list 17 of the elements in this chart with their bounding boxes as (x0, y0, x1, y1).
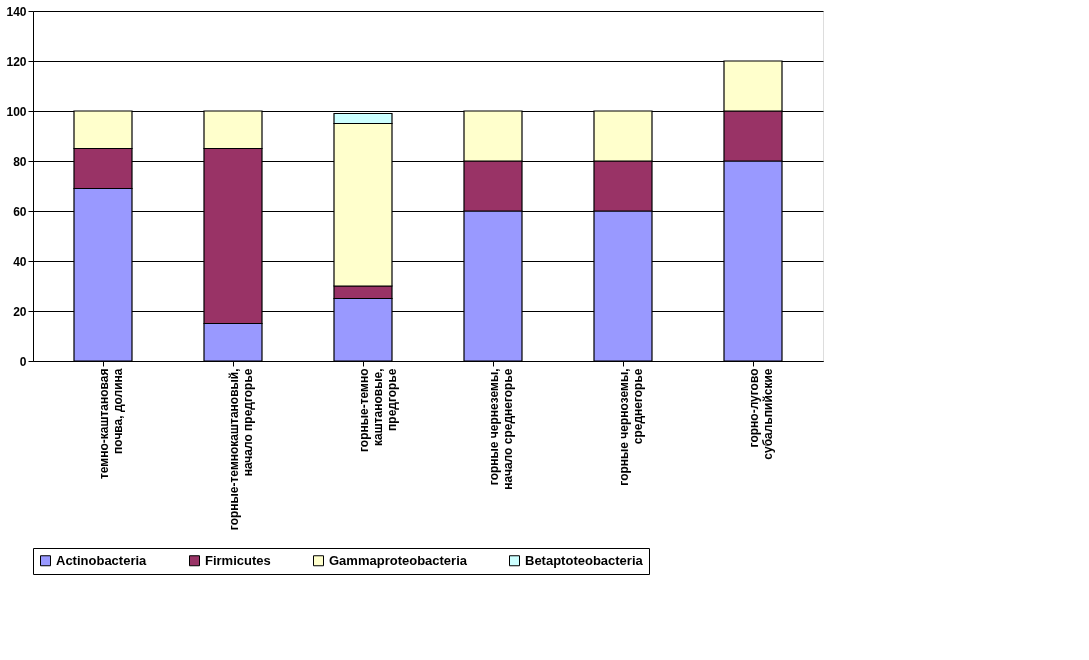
x-tick-label: горно-лугово субальпийские (746, 368, 775, 460)
x-tick-label: горные-темно каштановые, предгорье (356, 368, 399, 453)
y-tick-label: 140 (6, 4, 27, 19)
legend-label: Firmicutes (205, 552, 271, 568)
legend-label: Actinobacteria (56, 552, 148, 568)
x-tick-label: горные черноземы, среднегорье (616, 368, 645, 486)
legend-label: Betaptoteobacteria (525, 552, 644, 568)
legend-label: Gammaproteobacteria (329, 552, 468, 568)
y-tick-label: 40 (13, 254, 27, 269)
y-tick-label: 0 (19, 354, 27, 369)
x-tick-label: горные-темнокаштановый, начало предгорье (226, 368, 255, 531)
y-tick-label: 20 (13, 304, 27, 319)
y-tick-label: 100 (6, 104, 27, 119)
y-tick-label: 60 (13, 204, 27, 219)
x-tick-label: темно-каштановая почва, долина (96, 368, 125, 480)
y-tick-label: 120 (6, 54, 27, 69)
y-tick-label: 80 (13, 154, 27, 169)
